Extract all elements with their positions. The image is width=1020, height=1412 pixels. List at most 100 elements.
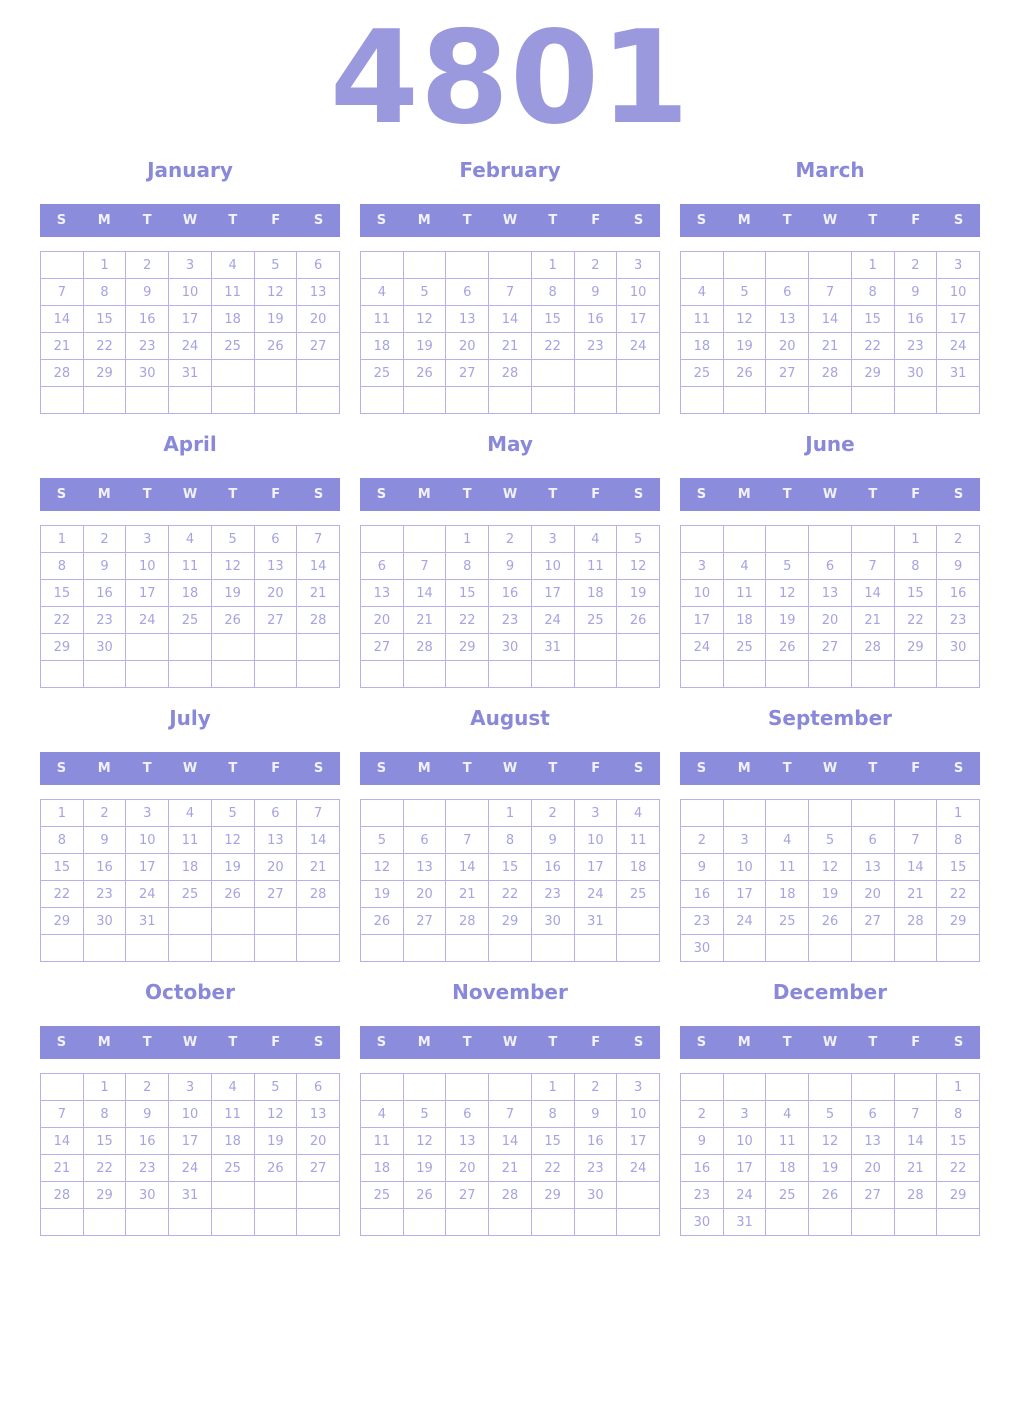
day-cell: 25 [765,907,810,935]
week-row [680,386,980,414]
month-grid: 1 2 3 4 5 6 7 8 9 10 11 12 13 14 15 16 17 18 19 20 21 22 23 24 2… [360,799,660,962]
week-row [40,934,340,962]
day-cell [402,251,447,279]
month-march: March S M T W T F S 1 2 3 4 5 6 7 8 9 10 11 12 13 14 15 16 17 18 1… [680,158,980,414]
day-cell: 31 [168,359,212,387]
day-cell: 8 [530,278,575,306]
week-row: 24 25 26 27 28 29 30 [680,633,980,661]
day-cell: 24 [573,880,618,908]
day-cell: 29 [850,359,895,387]
day-cell: 11 [168,826,212,854]
day-cell: 21 [808,332,852,360]
day-cell [488,660,532,688]
day-cell [253,633,298,661]
day-cell: 15 [488,853,532,881]
day-cell [296,633,340,661]
week-row: 29 30 [40,633,340,661]
day-cell: 19 [210,853,255,881]
day-cell [253,1208,298,1236]
day-cell: 4 [360,278,404,306]
day-cell: 24 [125,606,170,634]
day-cell: 18 [168,579,212,607]
day-cell [445,251,490,279]
day-cell [680,525,724,553]
month-april: April S M T W T F S 1 2 3 4 5 6 7 8 9 10 11 12 13 14 15 16 17 18 1… [40,432,340,688]
day-cell: 2 [82,799,127,827]
day-cell [40,1208,84,1236]
day-cell [40,934,84,962]
day-cell [296,386,340,414]
weekday-header: W [822,1035,838,1050]
week-row [40,660,340,688]
day-cell: 18 [360,1154,404,1182]
weekday-header: T [868,213,878,228]
day-cell: 14 [893,1127,938,1155]
day-cell: 25 [360,1181,404,1209]
day-cell: 30 [680,934,724,962]
weekday-header: W [502,213,518,228]
day-cell [40,1073,84,1101]
day-cell: 20 [296,1127,340,1155]
day-cell: 17 [573,853,618,881]
day-cell [125,660,170,688]
weekday-header: T [782,1035,792,1050]
month-title: September [768,706,892,730]
day-cell: 3 [680,552,724,580]
day-cell [722,1073,767,1101]
day-cell: 26 [402,359,447,387]
day-cell [573,359,618,387]
day-cell [210,386,255,414]
day-cell: 7 [808,278,852,306]
day-cell: 15 [530,305,575,333]
day-cell: 17 [168,1127,212,1155]
day-cell [573,633,618,661]
day-cell: 7 [893,826,938,854]
day-cell: 8 [893,552,938,580]
day-cell: 30 [82,633,127,661]
day-cell: 19 [616,579,660,607]
weekday-header: W [822,487,838,502]
day-cell: 7 [296,525,340,553]
day-cell: 29 [82,1181,127,1209]
day-cell: 28 [808,359,852,387]
week-row: 9 10 11 12 13 14 15 [680,853,980,881]
day-cell: 6 [808,552,852,580]
day-cell: 13 [296,278,340,306]
weekday-header: W [822,761,838,776]
day-cell: 12 [253,278,298,306]
day-cell: 11 [168,552,212,580]
weekday-header: T [142,761,152,776]
day-cell: 20 [253,853,298,881]
weekday-header: F [271,761,281,776]
day-cell: 1 [40,525,84,553]
week-row [40,386,340,414]
week-row: 18 19 20 21 22 23 24 [360,1154,660,1182]
day-cell [296,1181,340,1209]
day-cell: 10 [168,278,212,306]
day-cell [850,799,895,827]
day-cell: 24 [680,633,724,661]
day-cell: 26 [808,907,852,935]
day-cell: 27 [850,1181,895,1209]
day-cell: 27 [296,332,340,360]
day-cell: 9 [680,853,724,881]
day-cell: 5 [253,251,298,279]
day-cell: 1 [936,1073,980,1101]
day-cell: 4 [573,525,618,553]
day-cell: 21 [40,332,84,360]
day-cell: 23 [680,1181,724,1209]
day-cell [936,660,980,688]
day-cell [125,633,170,661]
day-cell [253,660,298,688]
weekday-header: S [633,213,644,228]
month-title: November [452,980,568,1004]
day-cell: 29 [530,1181,575,1209]
day-cell: 30 [936,633,980,661]
day-cell [530,386,575,414]
day-cell [210,1208,255,1236]
day-cell: 17 [936,305,980,333]
